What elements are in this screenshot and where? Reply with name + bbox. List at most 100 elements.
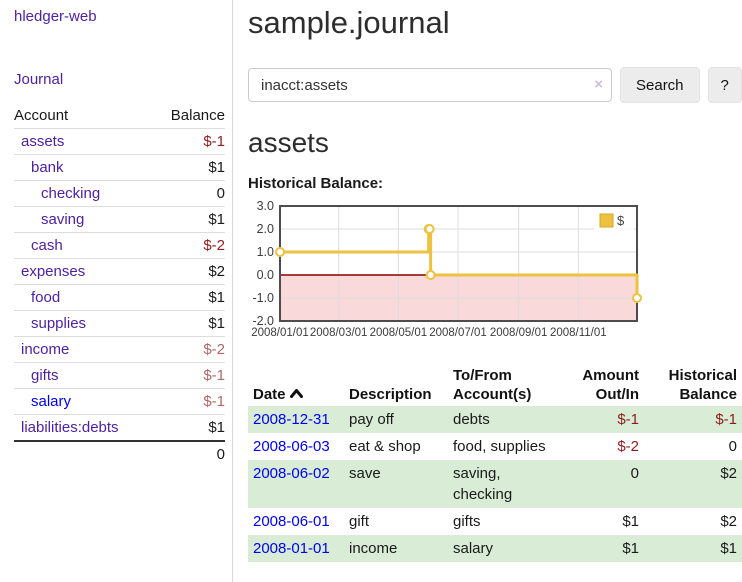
transaction-amount: $1: [558, 535, 644, 562]
accounts-total-row: 0: [14, 441, 225, 467]
account-link-liabilities-debts[interactable]: liabilities:debts: [21, 419, 119, 436]
account-balance: 0: [216, 185, 225, 202]
account-row: cash $-2: [14, 232, 225, 259]
register-row: 2008-06-03 eat & shop food, supplies $-2 0: [248, 433, 742, 460]
svg-text:2008/11/01: 2008/11/01: [550, 327, 607, 339]
accounts-header-balance: Balance: [170, 107, 225, 124]
svg-text:-2.0: -2.0: [252, 314, 274, 328]
account-row: checking 0: [14, 180, 225, 207]
register-row: 2008-12-31 pay off debts $-1 $-1: [248, 406, 742, 433]
account-link-income[interactable]: income: [21, 341, 70, 358]
accounts-header-row: Account Balance: [14, 103, 225, 129]
svg-text:3.0: 3.0: [257, 199, 274, 213]
account-balance: $1: [208, 419, 225, 436]
search-button[interactable]: Search: [620, 67, 700, 103]
account-link-expenses[interactable]: expenses: [21, 263, 86, 280]
account-balance: $1: [208, 289, 225, 306]
account-link-gifts[interactable]: gifts: [31, 367, 59, 384]
transaction-description: save: [344, 460, 448, 508]
accounts-header-account: Account: [14, 107, 69, 124]
svg-text:0.0: 0.0: [257, 268, 274, 282]
accounts-total-value: 0: [216, 446, 225, 463]
register-row: 2008-01-01 income salary $1 $1: [248, 535, 742, 562]
transaction-date-link[interactable]: 2008-01-01: [253, 540, 330, 557]
search-bar: × Search ?: [248, 67, 742, 103]
transaction-balance: $2: [644, 460, 742, 508]
transaction-accounts: salary: [448, 535, 558, 562]
account-row: food $1: [14, 284, 225, 311]
transaction-balance: $1: [644, 535, 742, 562]
sidebar-item-journal[interactable]: Journal: [14, 71, 64, 88]
register-header-amount: Amount Out/In: [582, 367, 639, 403]
account-row: assets $-1: [14, 128, 225, 155]
account-balance: $1: [208, 211, 225, 228]
page-title: sample.journal: [248, 5, 450, 40]
account-row: supplies $1: [14, 310, 225, 337]
svg-text:2008/03/01: 2008/03/01: [310, 327, 368, 339]
register-row: 2008-06-01 gift gifts $1 $2: [248, 508, 742, 535]
account-link-bank[interactable]: bank: [31, 159, 64, 176]
clear-search-icon[interactable]: ×: [594, 76, 603, 93]
svg-text:1.0: 1.0: [257, 245, 274, 259]
register-header-description: Description: [349, 386, 432, 403]
transaction-balance: $-1: [644, 406, 742, 433]
transaction-balance: 0: [728, 438, 737, 455]
transaction-description: income: [344, 535, 448, 562]
register-table: Date Description To/From Account(s) Amount Ou…: [248, 364, 742, 562]
account-link-assets[interactable]: assets: [21, 133, 65, 150]
transaction-amount: 0: [558, 460, 644, 508]
transaction-description: eat & shop: [349, 438, 421, 455]
register-row: 2008-06-02 save saving, checking 0 $2: [248, 460, 742, 508]
transaction-date-link[interactable]: 2008-06-02: [253, 465, 330, 482]
account-balance: $-1: [203, 133, 225, 150]
transaction-accounts: food, supplies: [453, 438, 546, 455]
transaction-accounts: saving, checking: [448, 460, 558, 508]
account-balance: $1: [208, 159, 225, 176]
account-balance: $1: [208, 315, 225, 332]
account-row: saving $1: [14, 206, 225, 233]
search-input[interactable]: [248, 68, 612, 102]
sidebar: hledger-web Journal Account Balance asse…: [0, 0, 233, 582]
brand-link[interactable]: hledger-web: [14, 8, 97, 25]
historical-balance-chart: $3.0 2.0 1.0 0.0 -1.0 -2.0 2008/01/01 2008/03/0…: [248, 199, 742, 344]
transaction-accounts: debts: [448, 406, 558, 433]
svg-text:2008/07/01: 2008/07/01: [429, 327, 487, 339]
account-row: gifts $-1: [14, 362, 225, 389]
chart-title: Historical Balance:: [248, 175, 384, 192]
sort-ascending-icon: [289, 384, 303, 403]
svg-text:2008/09/01: 2008/09/01: [490, 327, 548, 339]
help-button[interactable]: ?: [707, 67, 742, 103]
svg-text:$: $: [617, 213, 625, 228]
transaction-date-link[interactable]: 2008-06-01: [253, 513, 330, 530]
accounts-table: Account Balance assets $-1 bank $1 checking 0…: [14, 103, 225, 467]
transaction-balance: $2: [720, 513, 737, 530]
accounts-total-spacer: [14, 441, 153, 467]
account-link-saving[interactable]: saving: [41, 211, 85, 228]
account-balance: $2: [208, 263, 225, 280]
account-link-cash[interactable]: cash: [31, 237, 63, 254]
account-balance: $-2: [203, 237, 225, 254]
transaction-description: gift: [349, 513, 370, 530]
transaction-accounts: gifts: [453, 513, 481, 530]
transaction-amount: $-2: [617, 438, 639, 455]
main-content: sample.journal × Search ? assets Histori…: [233, 0, 742, 582]
account-link-checking[interactable]: checking: [41, 185, 101, 202]
svg-text:2008/01/01: 2008/01/01: [251, 327, 309, 339]
svg-text:-1.0: -1.0: [252, 291, 274, 305]
account-link-salary[interactable]: salary: [31, 393, 72, 410]
transaction-amount: $-1: [558, 406, 644, 433]
register-header-row: Date Description To/From Account(s) Amount Ou…: [248, 364, 742, 406]
account-heading: assets: [248, 127, 329, 158]
account-balance: $-1: [203, 367, 225, 384]
account-link-food[interactable]: food: [31, 289, 61, 306]
account-row: bank $1: [14, 154, 225, 181]
register-header-date[interactable]: Date: [248, 364, 344, 406]
transaction-date-link[interactable]: 2008-06-03: [253, 438, 330, 455]
transaction-date-link[interactable]: 2008-12-31: [253, 411, 330, 428]
account-balance: $-2: [203, 341, 225, 358]
account-link-supplies[interactable]: supplies: [31, 315, 87, 332]
transaction-description: pay off: [344, 406, 448, 433]
transaction-amount: $1: [622, 513, 639, 530]
register-header-tofrom: To/From Account(s): [453, 367, 532, 403]
